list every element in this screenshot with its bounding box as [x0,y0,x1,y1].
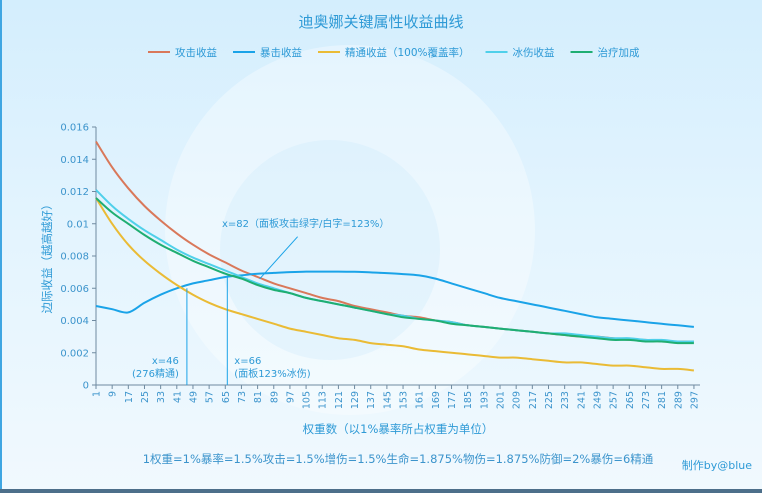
y-tick-label: 0.006 [60,284,89,295]
x-tick-label: 297 [689,391,700,409]
weight-formula: 1权重=1%暴率=1.5%攻击=1.5%增伤=1.5%生命=1.875%物伤=1… [143,452,654,466]
y-axis-label: 边际收益（越高越好） [40,199,54,314]
x-tick-label: 225 [544,391,555,409]
x-tick-label: 249 [592,391,603,409]
x-tick-label: 129 [350,391,361,409]
x-tick-label: 41 [172,391,183,403]
x-tick-label: 33 [156,391,167,403]
x-axis-label: 权重数（以1%暴率所占权重为单位） [303,422,494,436]
y-tick-labels: 0 0.002 0.004 0.006 0.008 0.01 0.012 0.014 0.016 [60,123,96,392]
x-tick-label: 57 [205,391,216,403]
x-tick-label: 209 [512,391,523,409]
x-tick-label: 241 [576,391,587,409]
x-tick-label: 97 [285,391,296,403]
annotations: x=82（面板攻击绿字/白字=123%） x=46(276精通) x=66(面板12… [132,217,389,385]
x-tick-label: 113 [318,391,329,409]
y-tick-label: 0.01 [67,219,89,230]
x-tick-label: 9 [108,391,119,397]
x-tick-label: 217 [528,391,539,409]
plot-area: 0 0.002 0.004 0.006 0.008 0.01 0.012 0.014 0.016… [60,123,700,410]
chart-title: 迪奥娜关键属性收益曲线 [298,13,463,31]
x-tick-label: 17 [124,391,135,403]
x-tick-label: 233 [560,391,571,409]
x-tick-label: 137 [366,391,377,409]
series-line-3 [95,197,695,372]
x-tick-label: 81 [253,391,264,403]
x-tick-label: 25 [140,391,151,403]
x-tick-label: 65 [221,391,232,403]
annotation-pointer [259,236,298,280]
annotation-x82: x=82（面板攻击绿字/白字=123%） [222,217,389,230]
x-tick-label: 169 [431,391,442,409]
background-art [165,45,535,415]
x-tick-label: 257 [609,391,620,409]
legend: 攻击收益 暴击收益 精通收益（100%覆盖率） 冰伤收益 治疗加成 [148,46,640,59]
x-tick-labels: 1 9 17 25 33 41 49 57 65 73 81 89 97 105 113 121 129 137 1… [92,385,700,409]
y-tick-label: 0.004 [60,316,89,327]
x-tick-label: 273 [641,391,652,409]
legend-item-label: 精通收益（100%覆盖率） [345,46,470,59]
series-line-5 [95,197,694,345]
x-tick-label: 281 [657,391,668,409]
series-line-2 [95,270,694,328]
x-tick-label: 201 [496,391,507,409]
legend-item-label: 治疗加成 [598,46,640,59]
x-tick-label: 153 [399,391,410,409]
credit-text: 制作by@blue [682,459,753,472]
series-lines [95,140,695,372]
y-tick-label: 0.014 [60,155,89,166]
x-tick-label: 49 [188,391,199,403]
legend-item-label: 攻击收益 [175,46,217,59]
annotation-x66-line: (面板123%冰伤) [234,367,310,380]
x-tick-label: 177 [447,391,458,409]
y-tick-label: 0.012 [60,187,89,198]
x-tick-label: 121 [334,391,345,409]
x-tick-label: 73 [237,391,248,403]
y-tick-label: 0.008 [60,252,89,263]
y-tick-label: 0.016 [60,123,89,134]
legend-item-label: 冰伤收益 [513,46,555,59]
annotation-x46-line: (276精通) [132,367,179,380]
x-tick-label: 89 [269,391,280,403]
annotation-x46-line: x=46 [152,356,179,367]
annotation-x66-line: x=66 [234,356,261,367]
x-tick-label: 1 [92,391,103,397]
x-tick-label: 145 [382,391,393,409]
x-tick-label: 193 [479,391,490,409]
y-tick-label: 0 [83,381,89,392]
legend-item-label: 暴击收益 [260,46,302,59]
x-tick-label: 185 [463,391,474,409]
x-tick-label: 265 [625,391,636,409]
x-tick-label: 289 [673,391,684,409]
x-tick-label: 161 [415,391,426,409]
x-tick-label: 105 [302,391,313,409]
y-tick-label: 0.002 [60,348,89,359]
